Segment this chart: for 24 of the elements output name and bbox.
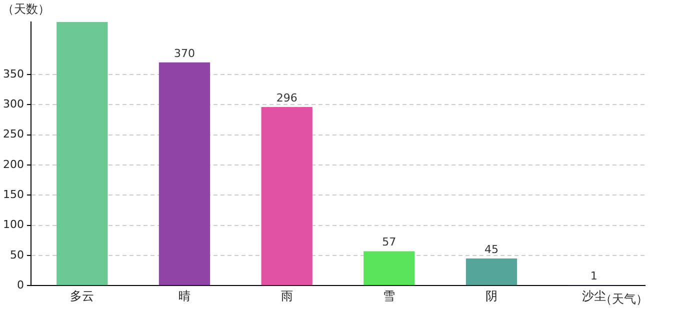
x-tick-label: 晴 <box>178 288 190 303</box>
y-tick-label: 300 <box>2 98 24 110</box>
x-tick-label: 雨 <box>280 288 293 303</box>
bar <box>364 251 415 286</box>
data-label: 45 <box>484 242 498 256</box>
y-tick-label: 50 <box>10 248 24 262</box>
bar <box>158 62 210 286</box>
x-tick-label: 阴 <box>486 288 498 303</box>
x-tick-label: 雪 <box>383 288 396 303</box>
y-axis-title: （天数） <box>2 2 50 16</box>
data-label: 57 <box>382 236 396 249</box>
y-tick-label: 200 <box>2 158 24 171</box>
bar <box>56 22 108 286</box>
bar <box>261 107 312 286</box>
x-tick-label: 多云 <box>70 288 94 303</box>
data-label: 296 <box>276 91 298 104</box>
y-tick-label: 350 <box>2 67 24 80</box>
bar <box>466 258 518 286</box>
y-tick-label: 150 <box>2 188 24 201</box>
y-tick-label: 100 <box>2 218 24 232</box>
y-tick-label: 250 <box>2 128 24 141</box>
y-tick-label: 0 <box>16 278 24 292</box>
data-label: 1 <box>590 269 598 282</box>
data-label: 370 <box>174 46 195 60</box>
